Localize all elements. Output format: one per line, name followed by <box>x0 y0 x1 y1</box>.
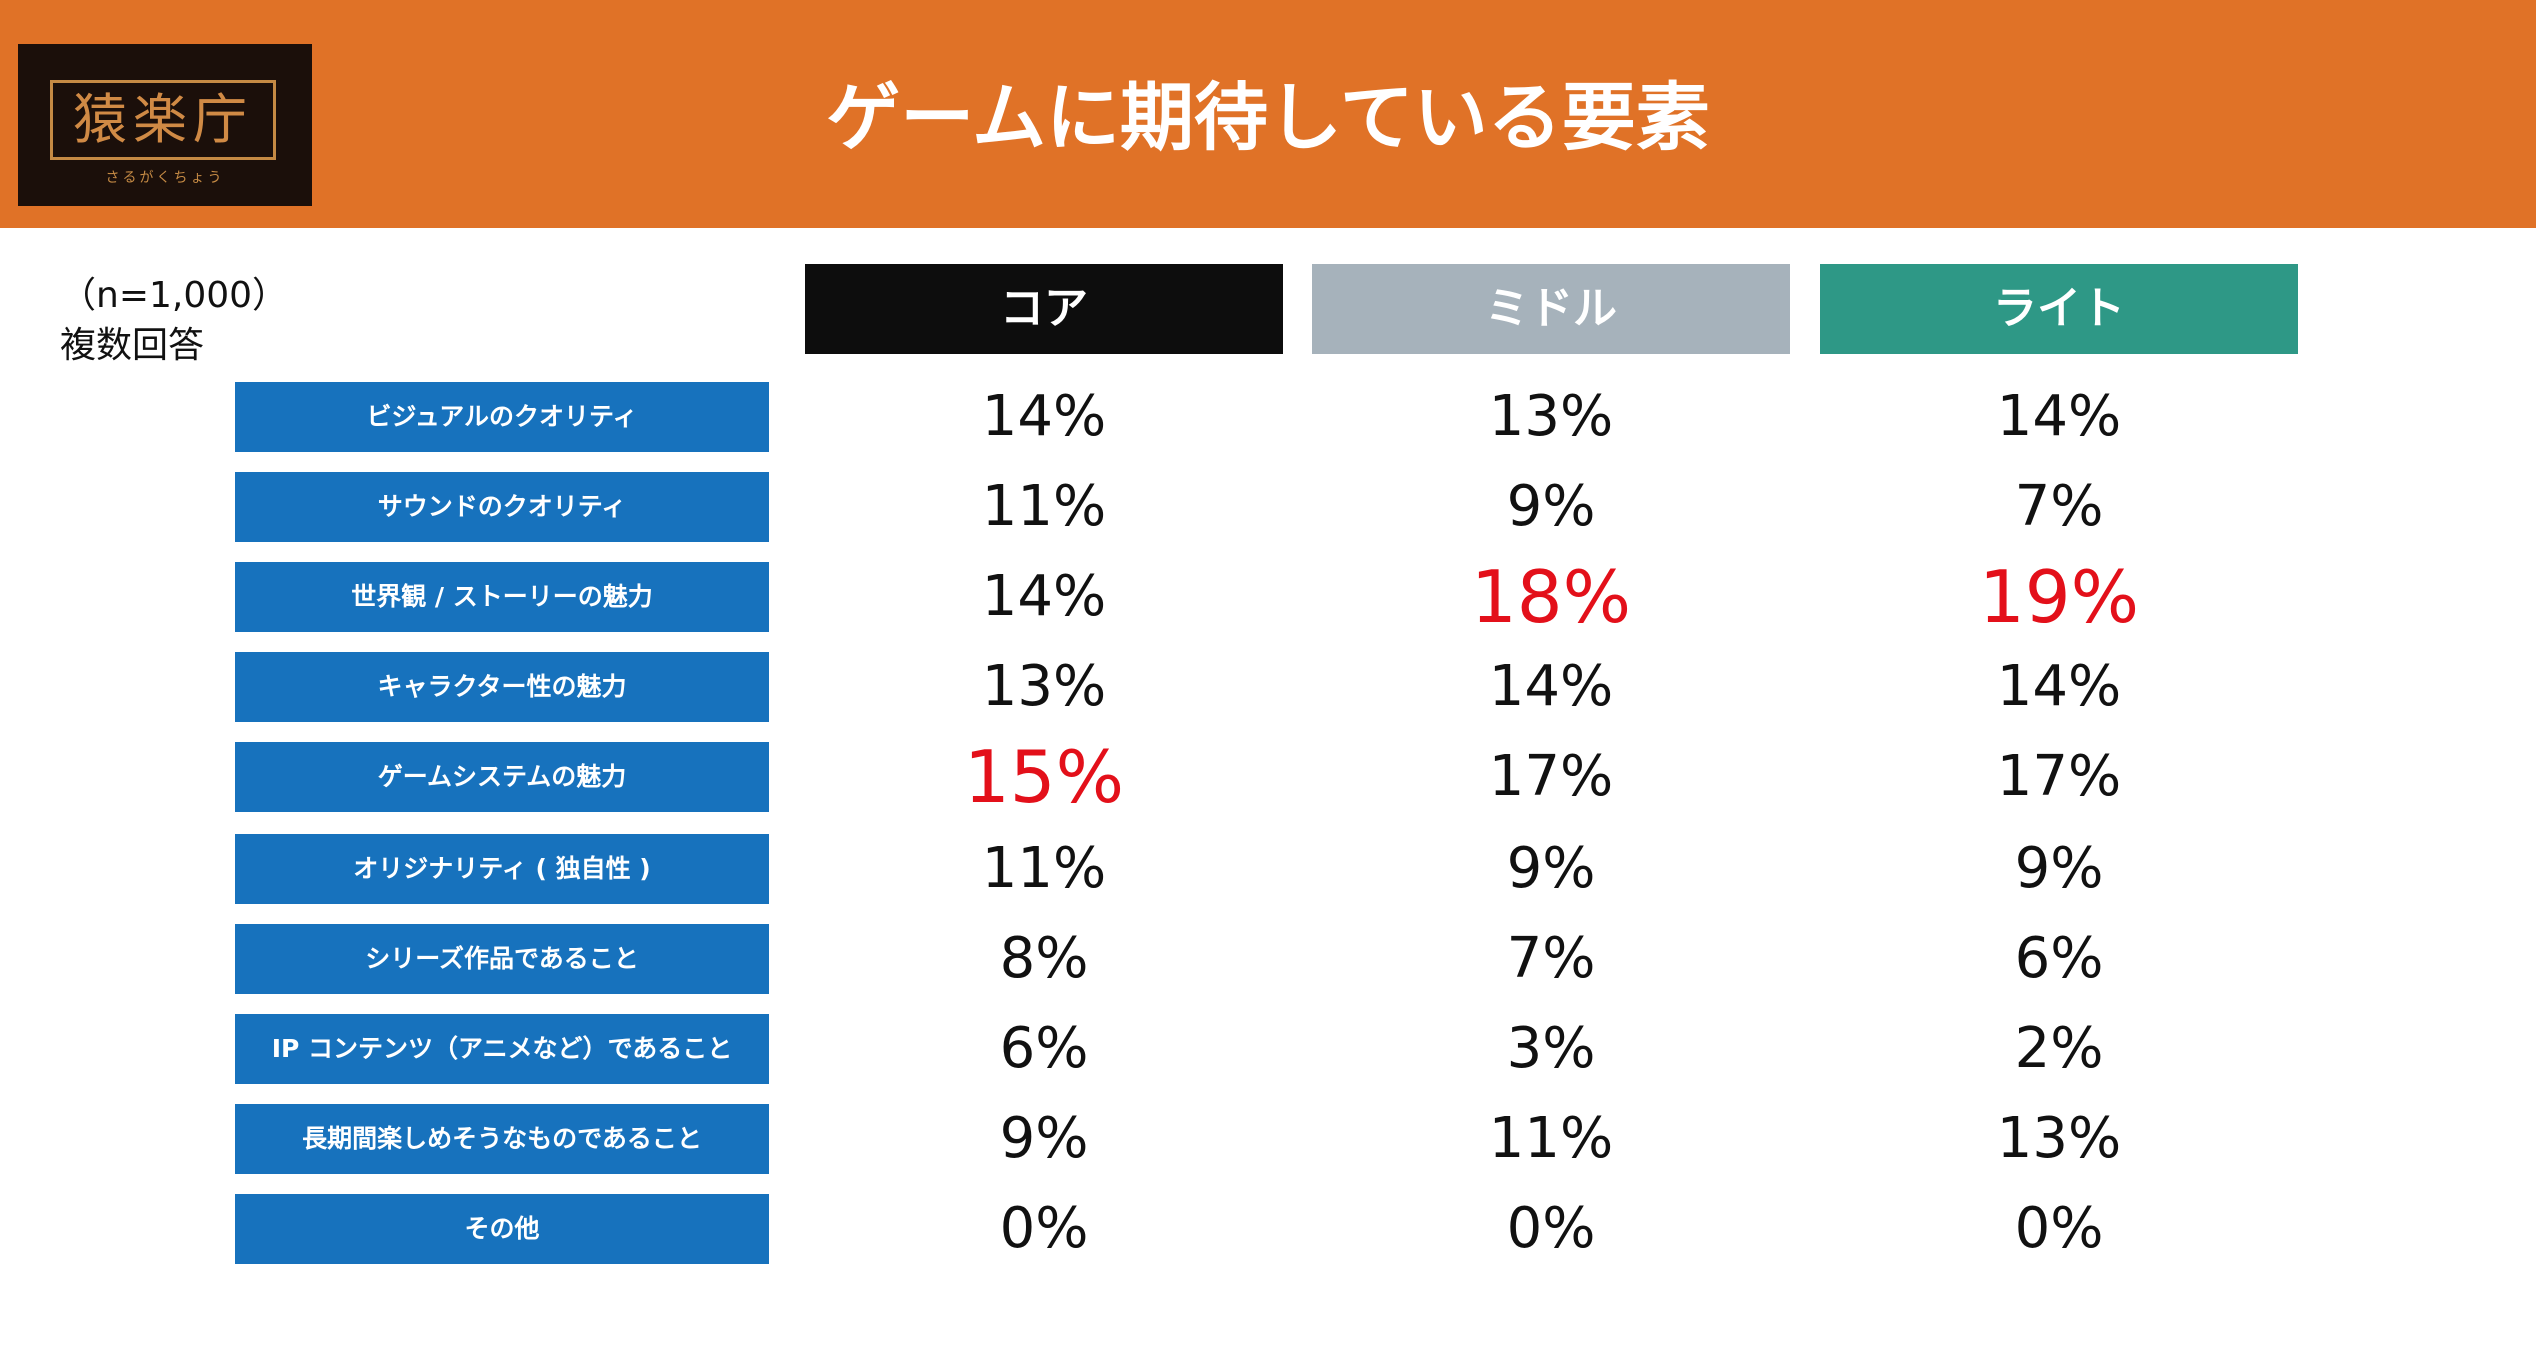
value-cell-core: 11% <box>981 474 1107 539</box>
value-cell-middle: 0% <box>1506 1196 1596 1261</box>
row-label: 世界観 / ストーリーの魅力 <box>235 562 769 632</box>
value-cell-light: 13% <box>1996 1106 2122 1171</box>
value-cell-light: 14% <box>1996 654 2122 719</box>
value-cell-middle: 9% <box>1506 474 1596 539</box>
sample-size-note: （n=1,000） <box>60 275 289 316</box>
page-title: ゲームに期待している要素 <box>826 75 1710 161</box>
value-cell-light: 14% <box>1996 384 2122 449</box>
value-cell-middle: 9% <box>1506 836 1596 901</box>
value-cell-core: 6% <box>999 1016 1089 1081</box>
value-cell-light: 19% <box>1978 555 2140 639</box>
value-cell-middle: 11% <box>1488 1106 1614 1171</box>
value-cell-middle: 13% <box>1488 384 1614 449</box>
value-cell-core: 14% <box>981 384 1107 449</box>
column-header-light: ライト <box>1820 264 2298 354</box>
logo-text: 猿楽庁 <box>73 88 253 151</box>
answer-type-note: 複数回答 <box>60 325 205 366</box>
value-cell-middle: 3% <box>1506 1016 1596 1081</box>
column-header-core: コア <box>805 264 1283 354</box>
value-cell-middle: 17% <box>1488 744 1614 809</box>
row-label: シリーズ作品であること <box>235 924 769 994</box>
value-cell-core: 13% <box>981 654 1107 719</box>
logo: 猿楽庁 さるがくちょう <box>18 44 312 206</box>
value-cell-light: 9% <box>2014 836 2104 901</box>
value-cell-core: 11% <box>981 836 1107 901</box>
logo-frame: 猿楽庁 <box>50 80 276 160</box>
row-label: ビジュアルのクオリティ <box>235 382 769 452</box>
row-label: オリジナリティ ( 独自性 ) <box>235 834 769 904</box>
value-cell-core: 15% <box>963 735 1125 819</box>
row-label: 長期間楽しめそうなものであること <box>235 1104 769 1174</box>
value-cell-middle: 18% <box>1470 555 1632 639</box>
value-cell-light: 2% <box>2014 1016 2104 1081</box>
value-cell-core: 14% <box>981 564 1107 629</box>
row-label: キャラクター性の魅力 <box>235 652 769 722</box>
row-label: IP コンテンツ（アニメなど）であること <box>235 1014 769 1084</box>
header-bar: 猿楽庁 さるがくちょう ゲームに期待している要素 <box>0 0 2536 228</box>
value-cell-core: 0% <box>999 1196 1089 1261</box>
row-label: サウンドのクオリティ <box>235 472 769 542</box>
value-cell-light: 7% <box>2014 474 2104 539</box>
column-header-middle: ミドル <box>1312 264 1790 354</box>
value-cell-light: 17% <box>1996 744 2122 809</box>
row-label: その他 <box>235 1194 769 1264</box>
value-cell-light: 0% <box>2014 1196 2104 1261</box>
value-cell-core: 8% <box>999 926 1089 991</box>
value-cell-middle: 7% <box>1506 926 1596 991</box>
row-label: ゲームシステムの魅力 <box>235 742 769 812</box>
logo-subtext: さるがくちょう <box>105 170 225 186</box>
value-cell-light: 6% <box>2014 926 2104 991</box>
value-cell-core: 9% <box>999 1106 1089 1171</box>
value-cell-middle: 14% <box>1488 654 1614 719</box>
